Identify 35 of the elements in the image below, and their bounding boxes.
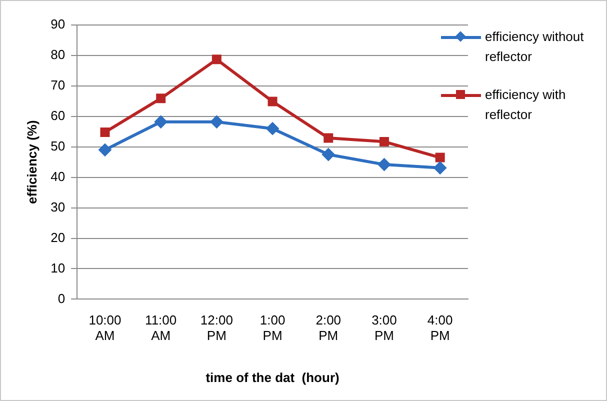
x-tick-label: 10:00 AM [88,312,122,344]
x-tick-label: 1:00 PM [260,312,286,344]
point [435,152,445,162]
x-tick-label: 3:00 PM [372,312,397,344]
point [379,136,389,146]
y-tick-label: 10 [50,260,66,276]
point [154,115,168,128]
point [212,54,222,64]
y-tick-label: 30 [50,199,66,214]
x-tick-label: 4:00 PM [427,312,453,344]
legend-label: efficiency with reflector [485,86,567,124]
y-tick-label: 20 [50,230,66,245]
y-tick-label: 90 [50,16,66,32]
y-tick-label: 40 [50,168,66,184]
y-tick-label: 80 [50,47,66,62]
x-axis-title: time of the dat (hour) [206,370,340,385]
x-tick-label: 11:00 AM [145,312,177,344]
y-tick-label: 0 [58,290,66,306]
x-tick-label: 12:00 PM [200,312,233,344]
y-tick-label: 60 [50,108,66,123]
point [266,122,280,136]
point [324,133,334,143]
point [268,96,278,106]
point [100,128,110,137]
y-tick-label: 50 [50,138,66,154]
point [210,115,224,128]
point [378,158,391,172]
y-axis-title: efficiency (%) [24,120,40,204]
x-tick-label: 2:00 PM [316,312,342,344]
point [156,94,166,104]
legend-label: efficiency without reflector [485,28,585,66]
point [322,148,335,161]
point [434,161,447,174]
point [98,143,112,156]
y-tick-label: 70 [50,78,66,93]
